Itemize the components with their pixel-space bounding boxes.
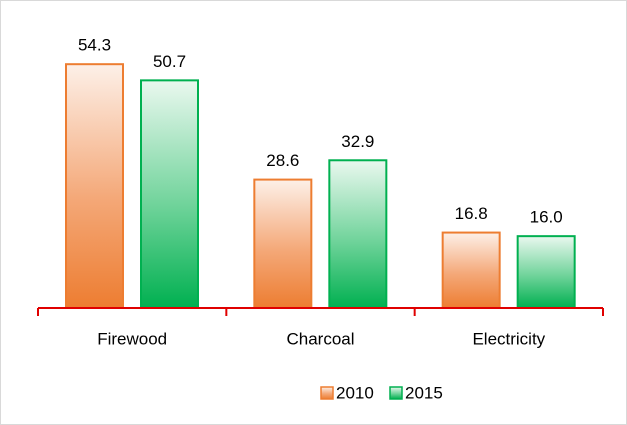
x-tick-label: Electricity [472,329,545,348]
bar [253,178,313,309]
value-label: 28.6 [266,151,299,170]
bar [65,63,124,310]
value-label: 16.0 [530,208,563,227]
bar [441,231,501,309]
bar [328,159,388,309]
x-tick-label: Charcoal [286,329,354,348]
value-label: 16.8 [455,204,488,223]
legend-label: 2010 [336,383,374,402]
legend-swatch [389,386,403,400]
value-label: 50.7 [153,52,186,71]
value-label: 32.9 [341,132,374,151]
x-tick-label: Firewood [97,329,167,348]
bar [516,235,576,309]
value-label: 54.3 [78,36,111,55]
bar [140,79,199,310]
legend-label: 2015 [405,383,443,402]
legend-swatch [320,386,334,400]
